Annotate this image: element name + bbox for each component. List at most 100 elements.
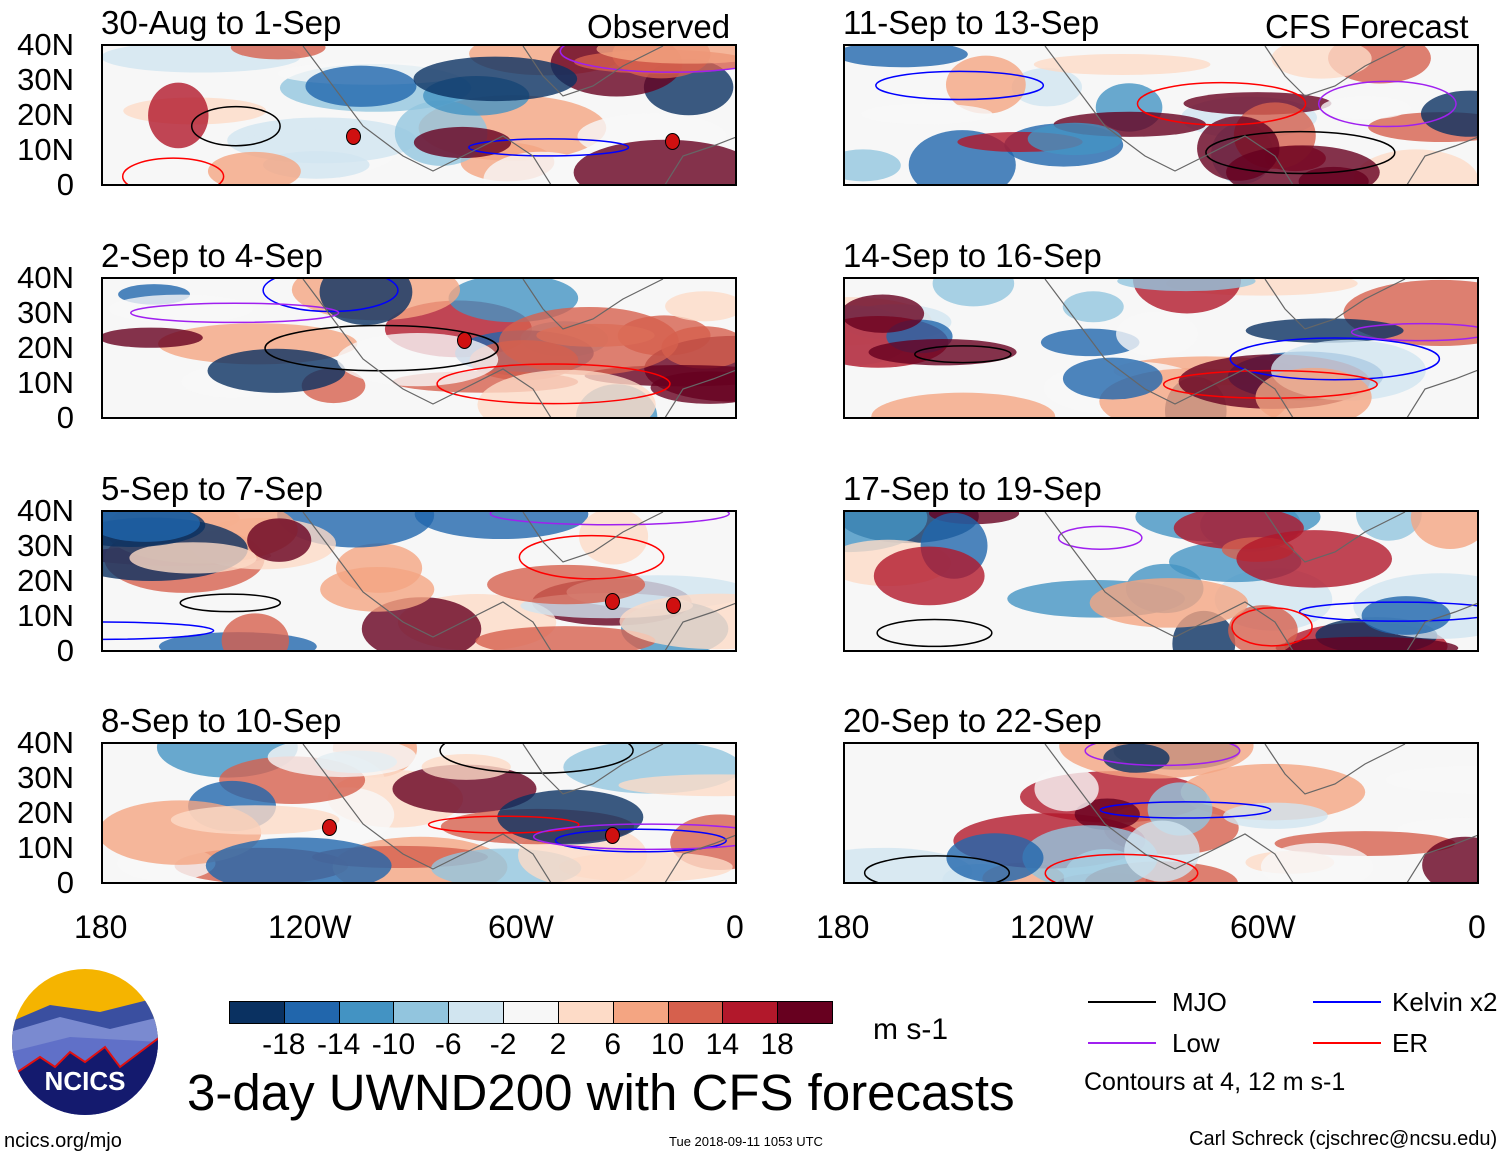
- wind-anomaly-shading: [1074, 798, 1140, 831]
- wind-anomaly-shading: [469, 340, 579, 381]
- wind-anomaly-shading: [170, 805, 340, 835]
- wind-anomaly-shading: [129, 542, 257, 574]
- wind-anomaly-shading: [1022, 825, 1158, 882]
- tropical-cyclone-icon: [666, 597, 681, 614]
- wave-contour: [1084, 744, 1241, 767]
- lat-label: 40N: [17, 725, 74, 760]
- lon-label-left: 60W: [488, 909, 554, 945]
- panel-title: 8-Sep to 10-Sep: [101, 702, 342, 739]
- wave-contour: [179, 593, 282, 613]
- wind-anomaly-shading: [247, 518, 312, 562]
- colorbar-tick-label: -2: [489, 1028, 517, 1061]
- lat-label: 20N: [17, 795, 74, 830]
- coastline: [302, 512, 735, 650]
- legend-line-kelvin: [1313, 1001, 1381, 1003]
- wind-anomaly-shading: [103, 327, 203, 348]
- legend-line-low: [1088, 1042, 1156, 1044]
- forecast-header: CFS Forecast: [1265, 8, 1469, 45]
- wave-contour: [914, 345, 1012, 364]
- wind-anomaly-shading: [108, 294, 253, 324]
- lon-label-right: 180: [816, 909, 870, 945]
- legend-label-er: ER: [1392, 1028, 1429, 1058]
- lat-label: 10N: [17, 132, 74, 167]
- contours-note: Contours at 4, 12 m s-1: [1084, 1068, 1346, 1096]
- colorbar-swatch: [283, 1001, 340, 1024]
- wave-contour: [554, 828, 727, 853]
- wave-contour: [427, 815, 580, 834]
- wave-contour: [103, 621, 215, 641]
- colorbar-tick-label: -14: [316, 1028, 361, 1061]
- colorbar-tick-label: 2: [549, 1028, 567, 1061]
- wind-anomaly-shading: [1180, 763, 1366, 821]
- wind-anomaly-shading: [596, 46, 735, 64]
- wave-contour: [130, 302, 340, 324]
- wave-contour: [121, 157, 225, 184]
- wind-anomaly-shading: [413, 126, 512, 159]
- legend-line-mjo: [1088, 1001, 1156, 1003]
- figure-title: 3-day UWND200 with CFS forecasts: [187, 1064, 1015, 1121]
- lat-label: 0: [56, 400, 74, 435]
- wind-anomaly-shading: [1422, 836, 1477, 882]
- wind-anomaly-shading: [1124, 820, 1200, 882]
- colorbar-tick-label: -6: [434, 1028, 462, 1061]
- wind-anomaly-shading: [207, 348, 346, 393]
- lat-label: 20N: [17, 330, 74, 365]
- wind-anomaly-shading: [1027, 122, 1122, 156]
- wind-anomaly-shading: [1410, 512, 1477, 549]
- wind-anomaly-shading: [871, 392, 1056, 417]
- coastline: [1044, 46, 1477, 184]
- map-panel: [843, 742, 1479, 884]
- wind-anomaly-shading: [665, 291, 735, 322]
- wind-anomaly-shading: [946, 833, 1044, 882]
- wave-contour: [1057, 525, 1143, 550]
- wind-anomaly-shading: [227, 117, 417, 164]
- wind-anomaly-shading: [873, 546, 985, 606]
- colorbar-swatch: [503, 1001, 559, 1024]
- wind-anomaly-shading: [392, 764, 537, 814]
- coastline: [302, 744, 735, 882]
- tropical-cyclone-icon: [346, 128, 361, 145]
- wind-anomaly-shading: [421, 753, 511, 780]
- wind-anomaly-shading: [1033, 53, 1211, 75]
- observed-header: Observed: [587, 8, 731, 45]
- site-url: ncics.org/mjo: [4, 1130, 122, 1152]
- colorbar-tick-label: 6: [604, 1028, 622, 1061]
- wind-anomaly-shading: [1353, 149, 1477, 184]
- wind-anomaly-shading: [103, 512, 200, 542]
- timestamp: Tue 2018-09-11 1053 UTC: [669, 1134, 823, 1149]
- wind-anomaly-shading: [414, 512, 589, 540]
- wind-anomaly-shading: [573, 139, 735, 184]
- wave-contour: [1162, 369, 1378, 399]
- wave-contour: [1350, 322, 1477, 342]
- wind-anomaly-shading: [1040, 328, 1140, 357]
- lon-label-right: 60W: [1230, 909, 1296, 945]
- wind-anomaly-shading: [319, 279, 413, 326]
- ncics-logo: NCICS: [12, 969, 158, 1115]
- panel-title: 17-Sep to 19-Sep: [843, 470, 1102, 507]
- tropical-cyclone-icon: [605, 593, 620, 610]
- wind-anomaly-shading: [267, 744, 417, 778]
- wind-anomaly-shading: [1385, 765, 1477, 794]
- wind-anomaly-shading: [475, 626, 656, 650]
- lat-label: 20N: [17, 97, 74, 132]
- colorbar-swatch: [338, 1001, 395, 1024]
- wind-anomaly-shading: [1089, 578, 1249, 628]
- lat-label: 10N: [17, 598, 74, 633]
- wind-anomaly-shading: [1320, 96, 1411, 120]
- lon-label-left: 0: [726, 909, 744, 945]
- panel-title: 11-Sep to 13-Sep: [843, 4, 1100, 41]
- wind-anomaly-shading: [1116, 311, 1198, 357]
- wave-contour: [559, 46, 735, 73]
- legend-label-low: Low: [1172, 1028, 1220, 1058]
- tropical-cyclone-icon: [457, 332, 472, 349]
- wave-contour: [1231, 607, 1313, 647]
- wind-anomaly-shading: [1062, 357, 1163, 400]
- coastline: [1044, 279, 1477, 417]
- wind-anomaly-shading: [1226, 145, 1380, 184]
- wind-anomaly-shading: [845, 149, 901, 182]
- wind-anomaly-shading: [661, 326, 735, 369]
- coastline: [302, 279, 735, 417]
- lon-label-right: 120W: [1010, 909, 1094, 945]
- wave-contour: [863, 855, 1010, 882]
